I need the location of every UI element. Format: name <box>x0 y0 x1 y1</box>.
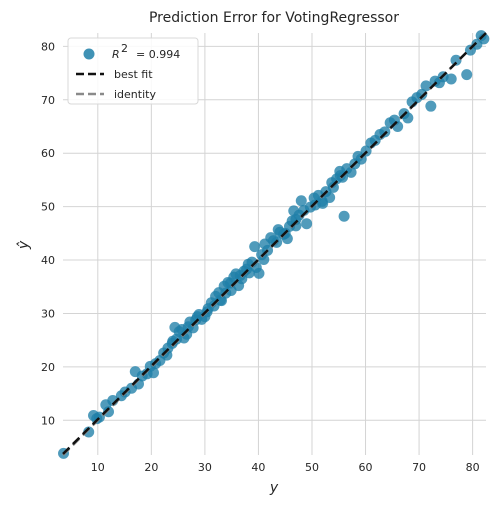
y-tick-label: 20 <box>41 361 55 374</box>
x-axis-label: y <box>269 480 279 496</box>
legend-identity-label: identity <box>114 88 156 101</box>
legend-best-fit-label: best fit <box>114 68 153 81</box>
data-point <box>334 170 346 182</box>
x-tick-label: 20 <box>144 461 158 474</box>
data-point <box>182 321 194 333</box>
legend-marker-points <box>83 48 95 60</box>
y-tick-label: 80 <box>41 40 55 53</box>
x-tick-label: 70 <box>412 461 426 474</box>
data-point <box>295 195 307 207</box>
data-point <box>103 406 115 418</box>
chart-title: Prediction Error for VotingRegressor <box>149 10 399 26</box>
data-point <box>317 197 329 209</box>
data-point <box>191 311 203 323</box>
legend-r2-value: = 0.994 <box>136 48 180 61</box>
data-point <box>253 267 265 279</box>
data-point <box>345 166 357 178</box>
data-point <box>234 270 246 282</box>
data-point <box>147 367 159 379</box>
data-point <box>214 294 226 306</box>
x-tick-labels: 10 20 30 40 50 60 70 80 <box>91 461 480 474</box>
data-point <box>242 258 254 270</box>
data-point <box>301 218 313 230</box>
grid-lines <box>63 33 486 455</box>
data-point <box>450 54 462 66</box>
y-tick-label: 60 <box>41 147 55 160</box>
legend-box <box>67 37 199 105</box>
data-point <box>379 126 391 138</box>
data-point <box>338 210 350 222</box>
legend: R 2 = 0.994 best fit identity <box>67 37 199 105</box>
data-point <box>416 88 428 100</box>
legend-r2-superscript: 2 <box>121 42 128 55</box>
y-tick-label: 70 <box>41 94 55 107</box>
data-point <box>249 241 261 253</box>
x-tick-label: 10 <box>91 461 105 474</box>
x-tick-label: 80 <box>466 461 480 474</box>
data-point <box>420 80 432 92</box>
legend-r2-label: R <box>112 48 120 61</box>
data-point <box>290 220 302 232</box>
x-tick-label: 40 <box>251 461 265 474</box>
best-fit-line <box>62 32 487 455</box>
y-tick-label: 40 <box>41 254 55 267</box>
y-tick-label: 10 <box>41 414 55 427</box>
y-axis-label: ŷ <box>16 240 32 250</box>
y-tick-label: 30 <box>41 307 55 320</box>
data-point <box>445 73 457 85</box>
x-tick-label: 50 <box>305 461 319 474</box>
x-tick-label: 30 <box>198 461 212 474</box>
data-point <box>461 69 473 81</box>
y-tick-label: 50 <box>41 201 55 214</box>
x-tick-label: 60 <box>359 461 373 474</box>
data-point <box>425 100 437 112</box>
y-tick-labels: 10 20 30 40 50 60 70 80 <box>41 40 55 427</box>
data-point <box>83 426 95 438</box>
